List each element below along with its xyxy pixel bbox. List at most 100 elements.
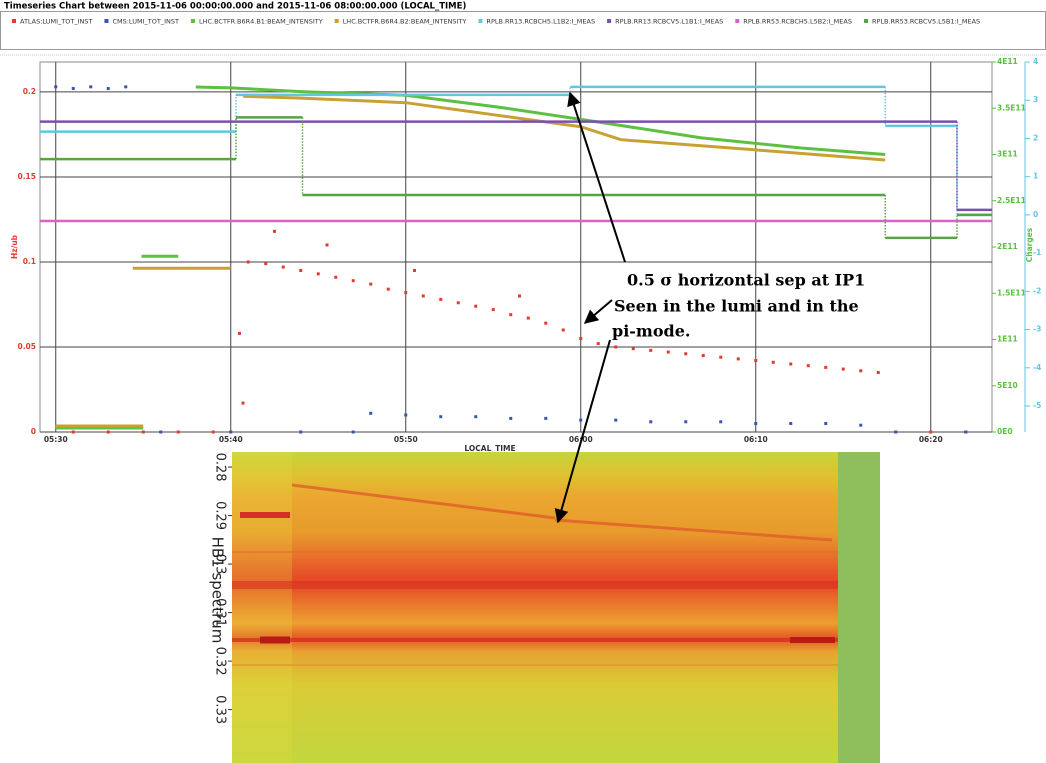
point [684, 352, 688, 356]
annotation-arrow [583, 299, 613, 324]
y3-tick-label: -2 [1033, 286, 1041, 295]
y-axis-label: Hz/ub [10, 234, 19, 259]
point [229, 430, 233, 434]
point [439, 415, 443, 419]
point [964, 430, 968, 434]
spectrogram-region [232, 452, 292, 763]
point [719, 355, 723, 359]
point [325, 243, 329, 247]
legend-label: LHC.BCTFR.B6R4.B1:BEAM_INTENSITY [199, 18, 323, 26]
y-tick-label: 0.32 [213, 647, 228, 676]
point [544, 416, 548, 420]
point [299, 430, 303, 434]
point [649, 348, 653, 352]
point [54, 85, 58, 89]
point [264, 262, 268, 266]
y3-tick-label: 3 [1033, 95, 1038, 104]
spectral-line [291, 483, 556, 520]
point [141, 430, 145, 434]
point [518, 294, 521, 298]
point [334, 275, 338, 279]
legend-label: RPLB.RR13.RCBCV5.L1B1:I_MEAS [615, 18, 723, 26]
y3-tick-label: -5 [1033, 401, 1041, 410]
point [439, 297, 443, 301]
point [806, 364, 810, 368]
y2-tick-label: 3.5E11 [997, 103, 1026, 112]
point [859, 423, 863, 427]
y-tick-label: 0.29 [213, 501, 228, 530]
annotation: pi-mode. [612, 322, 690, 341]
point [614, 418, 618, 422]
y-tick-label: 0.15 [17, 172, 36, 181]
point [754, 359, 758, 363]
point [273, 229, 276, 233]
x-tick-label: 05:50 [394, 435, 418, 444]
axes: 05:3005:4005:5006:0006:1006:2000.050.10.… [17, 57, 1041, 444]
point [509, 313, 513, 317]
annotation: 0.5 σ horizontal sep at IP1 [627, 271, 865, 290]
y2-tick-label: 5E10 [997, 381, 1018, 390]
point [614, 345, 618, 349]
point [579, 336, 583, 340]
legend-marker [607, 19, 612, 23]
point [369, 411, 373, 415]
point [631, 347, 635, 351]
y2-tick-label: 3E11 [997, 150, 1018, 159]
point [351, 279, 355, 283]
y-tick-label: 0.2 [23, 87, 36, 96]
legend-marker [735, 19, 740, 23]
point [238, 331, 241, 335]
y2-tick-label: 4E11 [997, 57, 1018, 66]
y-tick-label: 0.05 [17, 342, 36, 351]
point [824, 365, 828, 369]
point [491, 308, 495, 312]
point [859, 369, 863, 373]
x-axis-label: LOCAL_TIME [464, 444, 515, 453]
point [241, 401, 245, 405]
series-line [195, 85, 886, 156]
legend-label: LHC.BCTFR.B6R4.B2:BEAM_INTENSITY [343, 18, 467, 26]
x-tick-label: 06:10 [744, 435, 768, 444]
point [404, 413, 408, 417]
point [596, 342, 600, 346]
legend-marker [104, 19, 109, 23]
legend-marker [190, 19, 195, 23]
legend-label: ATLAS:LUMI_TOT_INST [20, 18, 92, 26]
point [281, 265, 285, 269]
point [386, 287, 390, 291]
y3-tick-label: -4 [1033, 363, 1041, 372]
point [771, 360, 775, 364]
point [561, 328, 565, 332]
y2-tick-label: 2.5E11 [997, 196, 1026, 205]
point [316, 272, 320, 276]
point [351, 430, 355, 434]
y3-tick-label: -3 [1033, 325, 1041, 334]
y-tick-label: 0.1 [23, 257, 36, 266]
legend-marker [863, 19, 868, 23]
spectrogram [232, 452, 880, 763]
point [824, 421, 828, 425]
point [106, 87, 110, 91]
point [404, 291, 408, 295]
y3-tick-label: -1 [1033, 248, 1041, 257]
y-tick-label: 0.28 [213, 453, 228, 482]
spectrogram-axis: 0.28 0.29 0.3 0.31 0.32 0.33 [213, 453, 232, 724]
point [474, 304, 478, 308]
point [246, 260, 250, 264]
point [413, 268, 416, 272]
plot-area [39, 61, 993, 433]
point [649, 420, 653, 424]
x-tick-label: 05:30 [44, 435, 68, 444]
point [71, 87, 75, 91]
point [876, 370, 880, 374]
annotation-arrow [554, 339, 611, 524]
legend-marker [12, 19, 16, 23]
point [509, 416, 513, 420]
point [579, 418, 583, 422]
point [369, 282, 373, 286]
point [474, 415, 478, 419]
legend-label: RPLB.RR53.RCBCV5.L5B1:I_MEAS [872, 18, 980, 26]
x-tick-label: 05:40 [219, 435, 243, 444]
point [894, 430, 898, 434]
chart-title: Timeseries Chart between 2015-11-06 00:0… [4, 2, 466, 12]
